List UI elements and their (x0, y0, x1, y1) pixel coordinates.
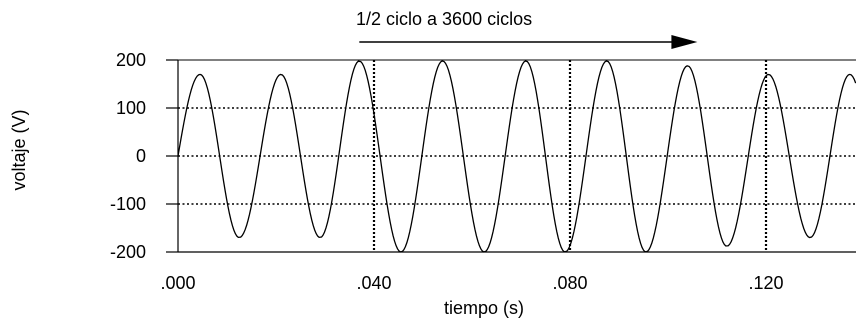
annotation: 1/2 ciclo a 3600 ciclos (356, 9, 698, 49)
y-axis-title: voltaje (V) (9, 109, 29, 190)
y-tick-label: -200 (110, 242, 146, 262)
y-tick-label: 200 (116, 50, 146, 70)
series-layer (177, 60, 856, 253)
axes (166, 59, 179, 253)
x-tick-label: .040 (356, 273, 391, 293)
tick-labels: 200 100 0 -100 -200 .000 .040 .080 .120 (110, 50, 784, 293)
y-tick-label: 0 (136, 146, 146, 166)
series-line-0 (177, 60, 856, 253)
y-tick-label: -100 (110, 194, 146, 214)
annotation-arrow-head (671, 35, 698, 49)
x-axis-title: tiempo (s) (444, 298, 524, 318)
annotation-text: 1/2 ciclo a 3600 ciclos (356, 9, 532, 29)
x-tick-label: .120 (748, 273, 783, 293)
y-tick-label: 100 (116, 98, 146, 118)
x-tick-label: .080 (552, 273, 587, 293)
grid-lines (178, 59, 856, 253)
x-tick-label: .000 (160, 273, 195, 293)
